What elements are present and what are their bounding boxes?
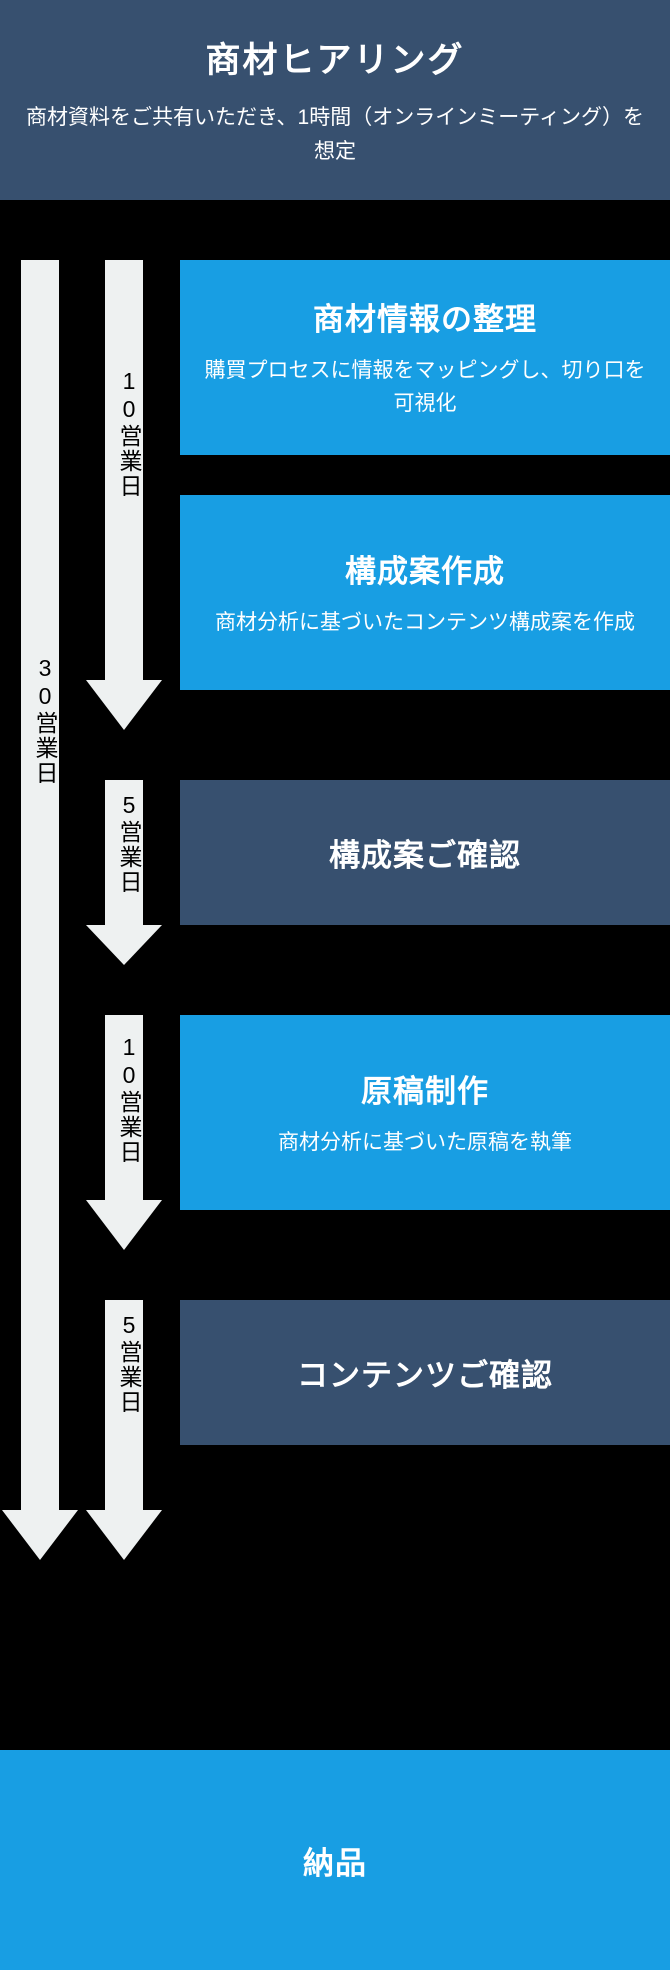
step-arrow-head bbox=[86, 1200, 162, 1250]
step-arrow-head bbox=[86, 1510, 162, 1560]
step-title: コンテンツご確認 bbox=[297, 1350, 553, 1395]
step-arrow-label: 10営業日 bbox=[112, 368, 146, 499]
step-box-0: 商材情報の整理 購買プロセスに情報をマッピングし、切り口を可視化 bbox=[180, 260, 670, 455]
step-arrow-head bbox=[86, 680, 162, 730]
step-desc: 商材分析に基づいた原稿を執筆 bbox=[278, 1127, 572, 1160]
step-box-4: コンテンツご確認 bbox=[180, 1300, 670, 1445]
step-box-2: 構成案ご確認 bbox=[180, 780, 670, 925]
step-arrow-label: 5営業日 bbox=[112, 1312, 146, 1415]
footer-box: 納品 bbox=[0, 1750, 670, 1970]
step-desc: 商材分析に基づいたコンテンツ構成案を作成 bbox=[215, 607, 635, 640]
overall-arrow-head bbox=[2, 1510, 78, 1560]
step-arrow-head bbox=[86, 925, 162, 965]
header-subtitle: 商材資料をご共有いただき、1時間（オンラインミーティング）を想定 bbox=[25, 101, 645, 168]
step-title: 商材情報の整理 bbox=[313, 294, 537, 339]
step-box-3: 原稿制作 商材分析に基づいた原稿を執筆 bbox=[180, 1015, 670, 1210]
step-arrow-label: 5営業日 bbox=[112, 792, 146, 895]
step-title: 原稿制作 bbox=[361, 1066, 489, 1111]
overall-arrow-shaft bbox=[21, 260, 59, 1510]
overall-arrow-label: 30営業日 bbox=[28, 655, 62, 786]
step-desc: 購買プロセスに情報をマッピングし、切り口を可視化 bbox=[198, 355, 652, 420]
footer-title: 納品 bbox=[303, 1838, 367, 1883]
header-box: 商材ヒアリング 商材資料をご共有いただき、1時間（オンラインミーティング）を想定 bbox=[0, 0, 670, 200]
step-title: 構成案ご確認 bbox=[329, 830, 521, 875]
step-arrow-label: 10営業日 bbox=[112, 1034, 146, 1165]
step-title: 構成案作成 bbox=[345, 546, 505, 591]
step-box-1: 構成案作成 商材分析に基づいたコンテンツ構成案を作成 bbox=[180, 495, 670, 690]
header-title: 商材ヒアリング bbox=[205, 32, 464, 83]
